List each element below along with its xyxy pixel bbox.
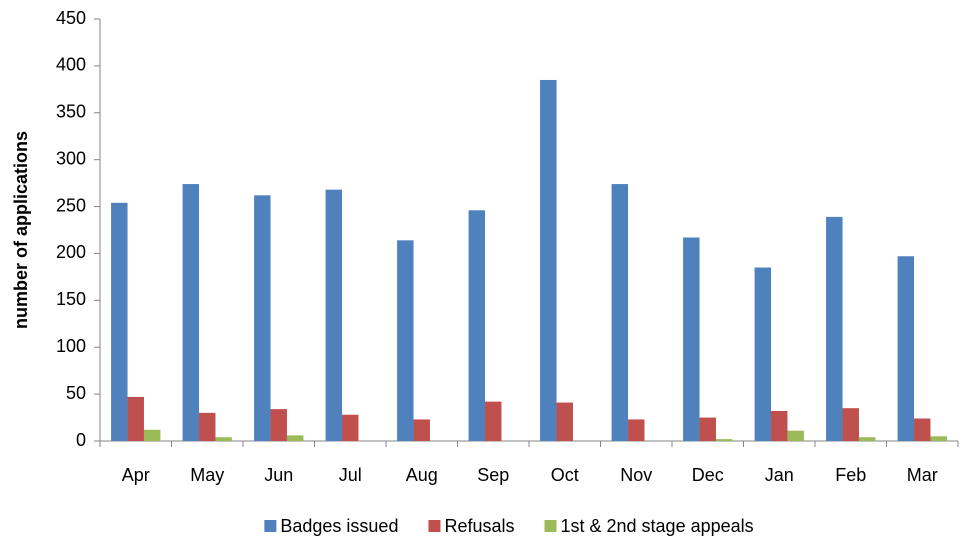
y-tick-label: 0 bbox=[76, 430, 86, 450]
y-tick-label: 350 bbox=[56, 102, 86, 122]
legend-label: Refusals bbox=[444, 516, 514, 536]
x-tick-label: Sep bbox=[477, 465, 509, 485]
bar bbox=[897, 256, 915, 441]
y-tick-label: 200 bbox=[56, 242, 86, 262]
bar bbox=[699, 417, 716, 441]
bar bbox=[628, 419, 645, 441]
x-tick-label: Oct bbox=[551, 465, 579, 485]
bar bbox=[127, 396, 144, 441]
bar bbox=[754, 267, 772, 441]
bar bbox=[930, 436, 947, 441]
y-tick-label: 50 bbox=[66, 383, 86, 403]
legend-label: 1st & 2nd stage appeals bbox=[560, 516, 753, 536]
bar bbox=[182, 184, 200, 441]
legend-swatch bbox=[428, 520, 441, 532]
bar bbox=[199, 412, 216, 441]
legend-swatch bbox=[544, 520, 557, 532]
bar bbox=[254, 195, 271, 441]
bar bbox=[842, 408, 859, 441]
x-tick-label: May bbox=[190, 465, 224, 485]
bar bbox=[468, 210, 486, 441]
bar bbox=[556, 402, 573, 441]
bar bbox=[215, 437, 232, 441]
y-tick-label: 300 bbox=[56, 148, 86, 168]
y-tick-label: 150 bbox=[56, 289, 86, 309]
legend-label: Badges issued bbox=[280, 516, 398, 536]
y-tick-label: 250 bbox=[56, 195, 86, 215]
bar bbox=[771, 410, 788, 441]
legend: Badges issued Refusals 1st & 2nd stage app… bbox=[264, 516, 754, 536]
x-tick-label: Aug bbox=[406, 465, 438, 485]
x-tick-label: Dec bbox=[692, 465, 724, 485]
bar bbox=[397, 240, 414, 441]
x-tick-label: Jul bbox=[339, 465, 362, 485]
x-tick-label: Nov bbox=[620, 465, 652, 485]
x-tick-label: Jun bbox=[264, 465, 293, 485]
legend-swatch bbox=[264, 520, 277, 532]
y-tick-label: 400 bbox=[56, 55, 86, 75]
bar bbox=[914, 418, 931, 441]
x-tick-label: Apr bbox=[122, 465, 150, 485]
bar bbox=[858, 437, 876, 441]
bar bbox=[325, 189, 343, 441]
bar bbox=[413, 419, 430, 441]
bar bbox=[715, 439, 733, 441]
x-tick-label: Feb bbox=[835, 465, 866, 485]
bar bbox=[611, 184, 629, 441]
bar bbox=[787, 430, 804, 441]
bar bbox=[342, 414, 359, 441]
bar bbox=[111, 202, 128, 441]
bar bbox=[286, 435, 304, 441]
bar bbox=[826, 216, 843, 441]
bar bbox=[270, 409, 287, 441]
bar bbox=[143, 429, 161, 441]
y-tick-label: 450 bbox=[56, 8, 86, 28]
bar bbox=[540, 79, 557, 441]
y-axis-label: number of applications bbox=[11, 131, 31, 329]
x-tick-label: Mar bbox=[907, 465, 938, 485]
x-tick-label: Jan bbox=[765, 465, 794, 485]
bar bbox=[683, 237, 700, 441]
bar bbox=[485, 401, 502, 441]
y-tick-label: 100 bbox=[56, 336, 86, 356]
